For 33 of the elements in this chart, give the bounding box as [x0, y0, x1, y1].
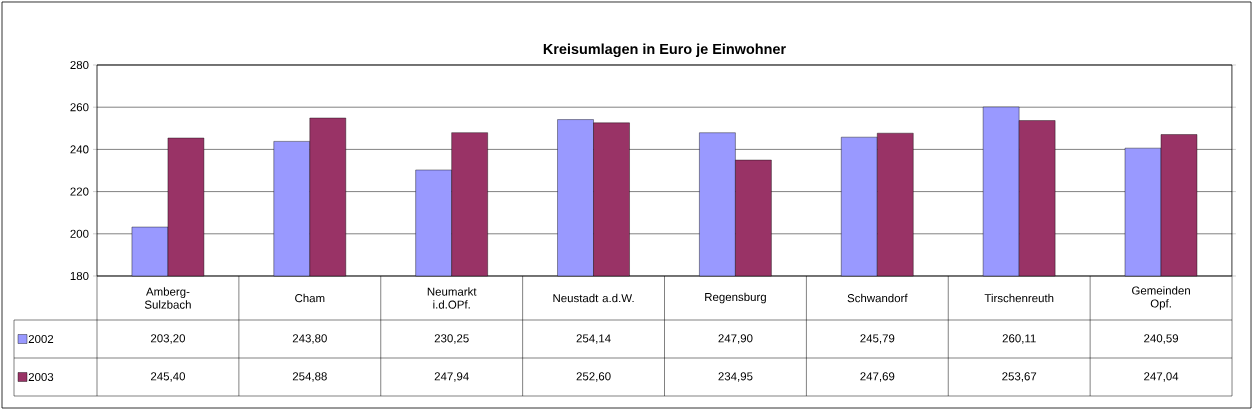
data-label: 247,90	[718, 334, 753, 344]
legend-label: 2003	[28, 372, 54, 382]
x-tick-label: Gemeinden Opf.	[1132, 286, 1190, 310]
y-tick-label: 180	[70, 271, 89, 281]
data-label: 247,04	[1144, 372, 1179, 382]
x-tick-label: Neustadt a.d.W.	[553, 293, 634, 303]
data-label: 230,25	[434, 334, 469, 344]
data-label: 247,94	[434, 372, 469, 382]
y-tick-label: 260	[70, 103, 89, 112]
data-label: 245,79	[860, 334, 895, 344]
data-label: 252,60	[576, 372, 611, 382]
x-tick-label: Amberg-Sulzbach	[144, 287, 191, 309]
data-label: 243,80	[292, 334, 327, 344]
x-tick-label: Tirschenreuth	[984, 293, 1054, 303]
legend-label: 2002	[28, 334, 54, 344]
x-tick-label: Schwandorf	[847, 293, 908, 303]
data-label: 203,20	[151, 334, 186, 344]
y-tick-label: 200	[70, 229, 89, 238]
data-label: 254,14	[576, 334, 611, 344]
y-tick-label: 220	[70, 187, 89, 196]
chart-title: Kreisumlagen in Euro je Einwohner	[543, 43, 786, 57]
data-label: 240,59	[1144, 334, 1179, 344]
x-tick-label: Neumarkt i.d.OPf.	[427, 287, 477, 309]
data-label: 234,95	[718, 372, 753, 382]
data-label: 253,67	[1002, 372, 1037, 382]
data-label: 245,40	[151, 372, 186, 382]
x-tick-label: Regensburg	[705, 292, 766, 304]
data-label: 247,69	[860, 372, 895, 382]
x-tick-label: Cham	[295, 293, 325, 303]
data-label: 260,11	[1002, 334, 1036, 344]
y-tick-label: 240	[70, 145, 89, 154]
y-tick-label: 280	[70, 60, 89, 70]
data-label: 254,88	[292, 372, 327, 382]
